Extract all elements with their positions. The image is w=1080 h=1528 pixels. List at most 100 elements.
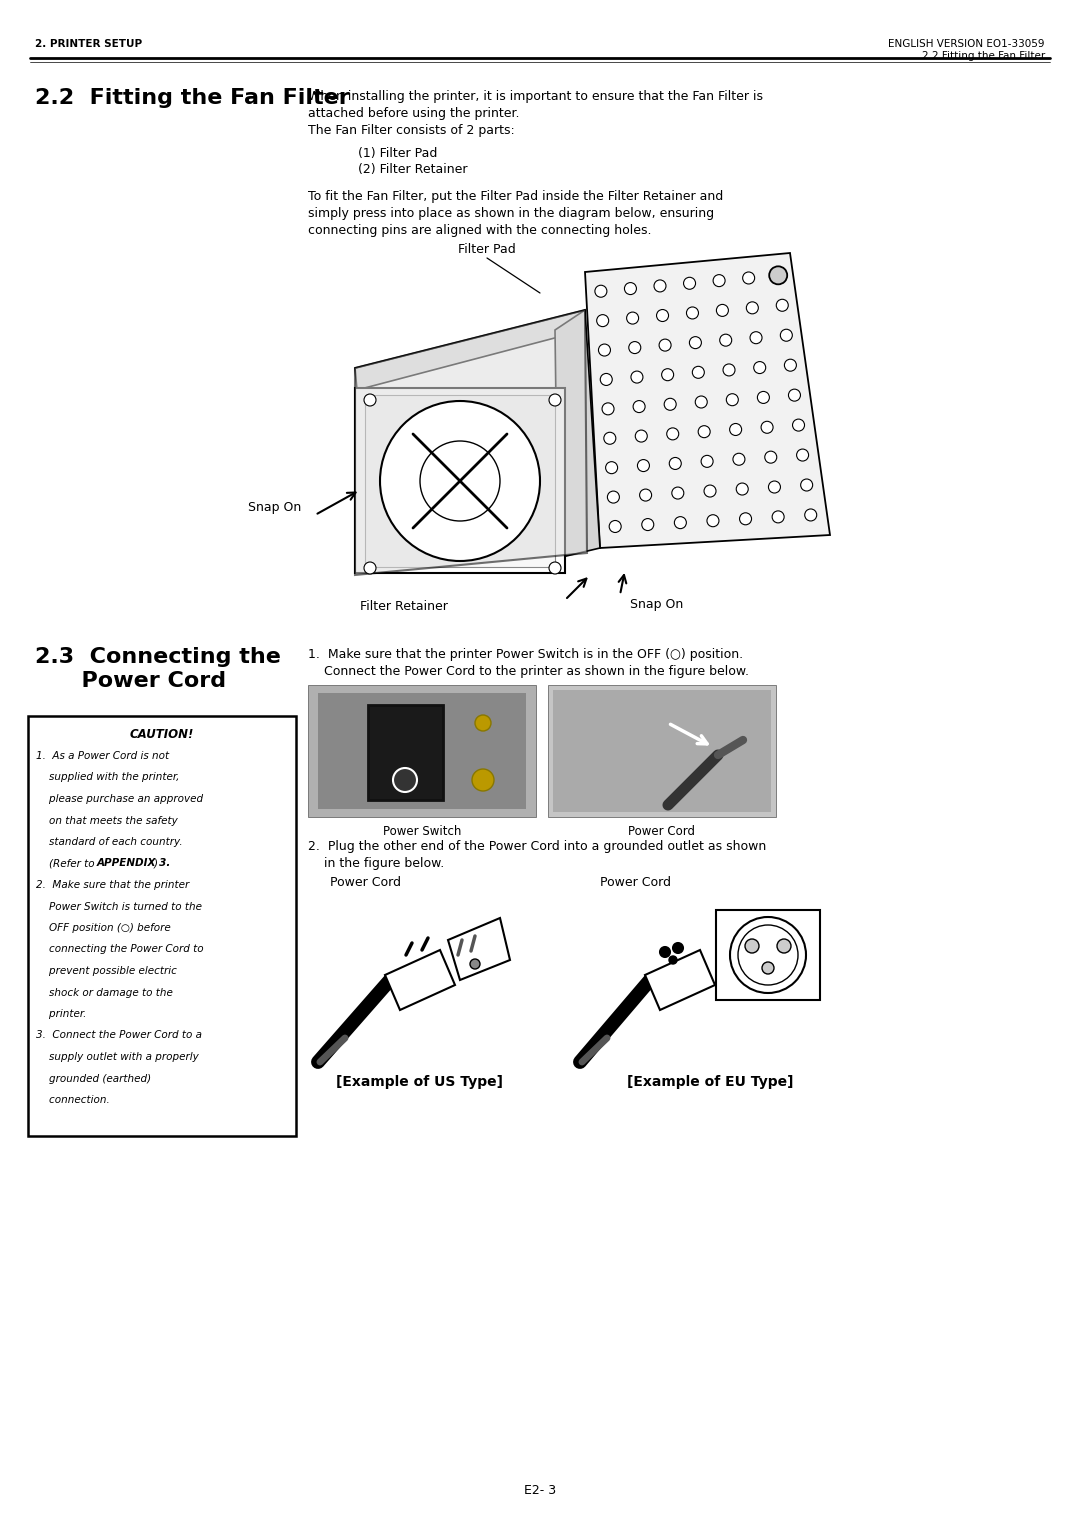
Bar xyxy=(318,694,526,808)
Text: (1) Filter Pad: (1) Filter Pad xyxy=(357,147,437,160)
Bar xyxy=(308,685,536,817)
Circle shape xyxy=(719,335,732,347)
Circle shape xyxy=(606,461,618,474)
Text: (2) Filter Retainer: (2) Filter Retainer xyxy=(357,163,468,176)
Circle shape xyxy=(704,484,716,497)
Text: To fit the Fan Filter, put the Filter Pad inside the Filter Retainer and: To fit the Fan Filter, put the Filter Pa… xyxy=(308,189,724,203)
Text: E2- 3: E2- 3 xyxy=(524,1484,556,1496)
Circle shape xyxy=(769,481,781,494)
Text: supplied with the printer,: supplied with the printer, xyxy=(36,773,179,782)
Circle shape xyxy=(673,943,683,953)
Circle shape xyxy=(607,490,620,503)
Circle shape xyxy=(797,449,809,461)
Text: 2.2  Fitting the Fan Filter: 2.2 Fitting the Fan Filter xyxy=(35,89,350,108)
Polygon shape xyxy=(384,950,455,1010)
Text: Filter Retainer: Filter Retainer xyxy=(360,601,448,613)
Text: 1.  Make sure that the printer Power Switch is in the OFF (○) position.: 1. Make sure that the printer Power Swit… xyxy=(308,648,743,662)
Circle shape xyxy=(600,373,612,385)
Text: Snap On: Snap On xyxy=(630,597,684,611)
Circle shape xyxy=(692,367,704,379)
Circle shape xyxy=(737,483,748,495)
Circle shape xyxy=(723,364,735,376)
Circle shape xyxy=(713,275,725,287)
Text: grounded (earthed): grounded (earthed) xyxy=(36,1074,151,1083)
Circle shape xyxy=(672,487,684,500)
Circle shape xyxy=(420,442,500,521)
Text: in the figure below.: in the figure below. xyxy=(308,857,444,869)
Bar xyxy=(365,396,555,567)
Circle shape xyxy=(659,339,671,351)
Text: Filter Pad: Filter Pad xyxy=(458,243,516,257)
Circle shape xyxy=(777,940,791,953)
Circle shape xyxy=(777,299,788,312)
Circle shape xyxy=(684,277,696,289)
Text: 2.  Make sure that the printer: 2. Make sure that the printer xyxy=(36,880,189,889)
Text: standard of each country.: standard of each country. xyxy=(36,837,183,847)
Circle shape xyxy=(596,315,609,327)
Polygon shape xyxy=(355,310,585,390)
Circle shape xyxy=(762,963,774,973)
Text: Power Cord: Power Cord xyxy=(629,825,696,837)
Circle shape xyxy=(698,426,711,437)
Text: When installing the printer, it is important to ensure that the Fan Filter is: When installing the printer, it is impor… xyxy=(308,90,762,102)
Circle shape xyxy=(549,562,561,575)
Circle shape xyxy=(364,562,376,575)
Circle shape xyxy=(805,509,816,521)
Circle shape xyxy=(666,428,678,440)
Circle shape xyxy=(745,940,759,953)
Circle shape xyxy=(754,362,766,373)
Circle shape xyxy=(701,455,713,468)
Text: 3.  Connect the Power Cord to a: 3. Connect the Power Cord to a xyxy=(36,1030,202,1041)
Text: attached before using the printer.: attached before using the printer. xyxy=(308,107,519,121)
Text: connection.: connection. xyxy=(36,1096,110,1105)
Polygon shape xyxy=(645,950,715,1010)
Circle shape xyxy=(793,419,805,431)
Text: connecting pins are aligned with the connecting holes.: connecting pins are aligned with the con… xyxy=(308,225,651,237)
Text: shock or damage to the: shock or damage to the xyxy=(36,987,173,998)
Circle shape xyxy=(716,304,728,316)
Circle shape xyxy=(609,521,621,532)
Circle shape xyxy=(660,947,670,957)
Text: [Example of EU Type]: [Example of EU Type] xyxy=(626,1076,793,1089)
Circle shape xyxy=(637,460,649,472)
Circle shape xyxy=(730,423,742,435)
Circle shape xyxy=(800,478,812,490)
Circle shape xyxy=(727,394,739,406)
Text: APPENDIX 3.: APPENDIX 3. xyxy=(96,859,171,868)
Circle shape xyxy=(470,960,480,969)
Circle shape xyxy=(784,359,796,371)
Text: 2.2 Fitting the Fan Filter: 2.2 Fitting the Fan Filter xyxy=(921,50,1045,61)
Text: 2. PRINTER SETUP: 2. PRINTER SETUP xyxy=(35,40,143,49)
Circle shape xyxy=(549,394,561,406)
Circle shape xyxy=(633,400,645,413)
Circle shape xyxy=(769,266,787,284)
Circle shape xyxy=(738,924,798,986)
Circle shape xyxy=(380,400,540,561)
Text: CAUTION!: CAUTION! xyxy=(130,727,194,741)
Bar xyxy=(355,388,565,573)
Circle shape xyxy=(364,394,376,406)
Circle shape xyxy=(626,312,638,324)
Text: (Refer to: (Refer to xyxy=(36,859,98,868)
Circle shape xyxy=(757,391,769,403)
Bar xyxy=(28,717,296,1135)
Circle shape xyxy=(696,396,707,408)
Circle shape xyxy=(629,342,640,353)
Text: Power Cord: Power Cord xyxy=(330,876,401,889)
Bar xyxy=(553,691,771,811)
Circle shape xyxy=(772,510,784,523)
Circle shape xyxy=(781,329,793,341)
Bar xyxy=(368,704,443,801)
Circle shape xyxy=(472,769,494,792)
Text: please purchase an approved: please purchase an approved xyxy=(36,795,203,804)
Circle shape xyxy=(674,516,687,529)
Text: OFF position (○) before: OFF position (○) before xyxy=(36,923,171,934)
Circle shape xyxy=(743,272,755,284)
Text: Power Cord: Power Cord xyxy=(35,671,226,691)
Circle shape xyxy=(604,432,616,445)
Polygon shape xyxy=(716,911,820,999)
Circle shape xyxy=(598,344,610,356)
Circle shape xyxy=(635,429,647,442)
Circle shape xyxy=(595,286,607,298)
Circle shape xyxy=(654,280,666,292)
